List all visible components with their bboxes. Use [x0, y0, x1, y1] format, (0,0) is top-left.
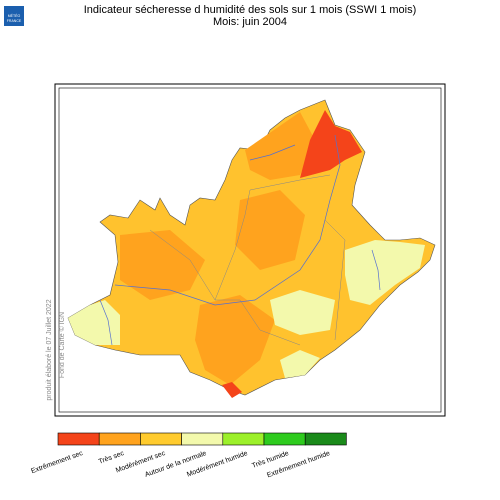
legend-swatch: [57, 432, 100, 446]
rivers: [99, 134, 381, 346]
extremely-dry-zone: [222, 110, 362, 398]
legend-swatch: [304, 432, 347, 446]
map: [67, 99, 436, 398]
basemap-credit: Fond de Carte © IGN: [58, 312, 66, 378]
map-frame: [54, 83, 446, 417]
normal-zone: [68, 240, 425, 378]
legend-swatch: [263, 432, 306, 446]
map-inner-frame: [58, 87, 442, 413]
logo-text: MÉTÉO: [8, 13, 21, 18]
legend-swatch: [222, 432, 265, 446]
logo: [4, 6, 24, 26]
department-borders: [149, 174, 346, 346]
production-credit: produit élaboré le 07 Juillet 2022: [46, 299, 53, 400]
legend-swatch: [140, 432, 182, 446]
title: Indicateur sécheresse d humidité des sol…: [84, 4, 417, 16]
subtitle: Mois: juin 2004: [213, 16, 287, 28]
logo-text: FRANCE: [7, 19, 22, 23]
legend-swatch: [181, 432, 224, 446]
legend-swatch: [98, 432, 141, 446]
very-dry-zone: [120, 112, 315, 385]
